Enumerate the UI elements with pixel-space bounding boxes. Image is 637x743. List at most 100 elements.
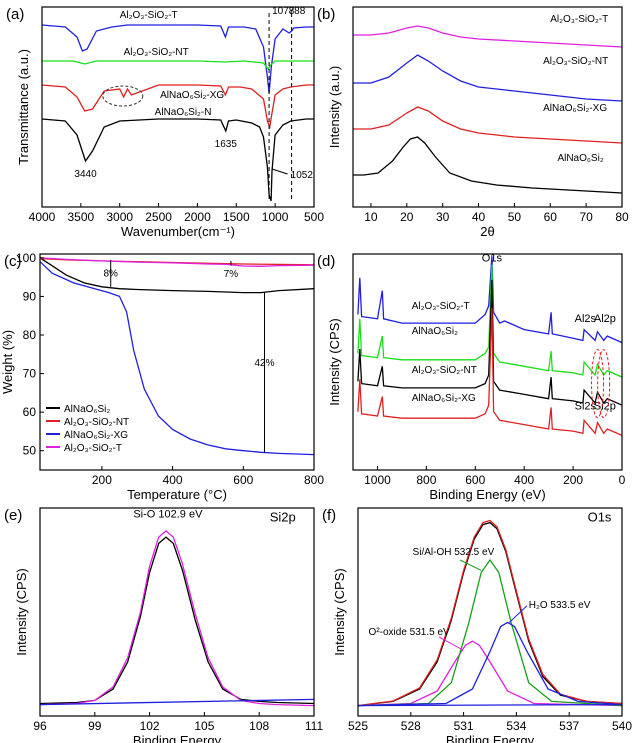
panel-label-b: (b) (317, 6, 335, 23)
x-tick-label-a-3: 2500 (145, 210, 172, 224)
legend-label-c-2: AlNaO₆Si₂-XG (64, 430, 128, 441)
plot-frame-c (39, 253, 315, 471)
annotation-f-2: O²-oxide 531.5 eV (369, 627, 450, 638)
legend-label-b-0: Al₂O₃-SiO₂-T (550, 14, 608, 25)
series-f-1 (357, 519, 623, 707)
panel-label-d: (d) (317, 253, 335, 270)
y-axis-label-b: Intensity (a.u.) (327, 66, 342, 148)
x-tick-label-f-3: 534 (506, 719, 526, 733)
y-axis-label-f: Intensity (CPS) (332, 568, 347, 655)
panel-label-e: (e) (4, 507, 22, 524)
series-b-3 (353, 136, 623, 194)
annotation-f-0: Si/Al-OH 532.5 eV (413, 547, 495, 558)
plot-frame-b (352, 6, 623, 208)
x-tick-label-e-1: 99 (88, 719, 102, 733)
y-tick-label-c-0: 50 (23, 444, 37, 458)
x-tick-label-d-5: 0 (619, 473, 626, 487)
series-e-1 (39, 530, 315, 707)
series-b-2 (353, 106, 623, 144)
x-tick-label-d-3: 400 (514, 473, 534, 487)
legend-label-c-0: AlNaO₆Si₂ (64, 404, 110, 415)
annotation-a-0: 3440 (74, 169, 97, 180)
x-tick-label-e-0: 96 (33, 719, 47, 733)
series-f-2 (357, 640, 623, 707)
legend-label-d-2: Al₂O₃-SiO₂-NT (412, 365, 477, 376)
annotation-d-3: Si2s (575, 401, 597, 413)
series-f-5 (357, 703, 623, 707)
x-tick-label-e-3: 105 (194, 719, 214, 733)
series-d-0 (357, 256, 623, 344)
panel-label-a: (a) (6, 6, 24, 23)
x-tick-label-b-5: 60 (544, 210, 558, 224)
x-tick-label-a-7: 500 (304, 210, 324, 224)
legend-label-a-2: AlNaO₆Si₂-XG (160, 90, 224, 101)
annotation-c-0: 8% (103, 268, 118, 279)
annotation-a-1: 1635 (215, 139, 238, 150)
series-c-0 (39, 257, 315, 294)
series-d-3 (357, 307, 623, 436)
series-c-3 (39, 257, 315, 267)
legend-label-d-0: Al₂O₃-SiO₂-T (412, 301, 470, 312)
legend-label-d-1: AlNaO₆Si₂ (412, 326, 458, 337)
x-tick-label-a-5: 1500 (223, 210, 250, 224)
x-tick-label-b-3: 40 (472, 210, 486, 224)
legend-label-a-1: Al₂O₃-SiO₂-NT (124, 47, 189, 58)
al2p-marker (597, 349, 611, 419)
x-tick-label-b-0: 10 (364, 210, 378, 224)
x-tick-label-b-6: 70 (579, 210, 593, 224)
legend-label-b-2: AlNaO₆Si₂-XG (543, 103, 607, 114)
x-axis-label-b: 2θ (480, 224, 494, 239)
legend-label-b-1: Al₂O₃-SiO₂-NT (543, 56, 608, 67)
y-tick-label-c-3: 80 (23, 328, 37, 342)
series-a-1 (42, 60, 314, 71)
y-tick-label-c-2: 70 (23, 367, 37, 381)
legend-label-c-3: Al₂O₃-SiO₂-T (64, 443, 122, 454)
panel-b: 10 20 30 40 50 60 70 80 2θ Intensity (a.u.) (b) Al₂… (317, 6, 629, 239)
y-tick-label-c-5: 100 (16, 251, 36, 265)
annotation-f-arrow-2 (438, 636, 463, 650)
annotation-c-1: 7% (224, 269, 239, 280)
annotation-d-2: Al2p (594, 313, 616, 325)
x-tick-label-a-4: 2000 (184, 210, 211, 224)
annotation-f-1: H₂O 533.5 eV (529, 600, 591, 611)
legend-label-a-3: AlNaO₆Si₂-N (155, 107, 212, 118)
panel-a: 4000 3500 3000 2500 2000 1500 1000 500 Wavenumbe… (6, 6, 324, 239)
legend-label-a-0: Al₂O₃-SiO₂-T (120, 10, 178, 21)
series-f-4 (357, 621, 623, 707)
series-c-2 (39, 261, 315, 456)
series-f-0 (357, 521, 623, 707)
si2p-marker (591, 349, 605, 419)
x-tick-label-b-2: 30 (436, 210, 450, 224)
x-tick-label-a-2: 3000 (106, 210, 133, 224)
panel-label-f: (f) (322, 507, 336, 524)
annotation-d-1: Al2s (575, 313, 597, 325)
x-tick-label-a-6: 1000 (262, 210, 289, 224)
legend-label-c-1: Al₂O₃-SiO₂-NT (64, 417, 129, 428)
x-tick-label-b-4: 50 (508, 210, 522, 224)
annotation-f-arrow-1 (509, 605, 528, 623)
x-tick-label-b-7: 80 (615, 210, 629, 224)
series-a-2 (41, 84, 314, 130)
x-tick-label-a-0: 4000 (29, 210, 56, 224)
annotation-e-1: Si2p (270, 510, 296, 525)
annotation-d-0: O1s (482, 253, 503, 265)
x-tick-label-f-0: 525 (348, 719, 368, 733)
x-tick-label-d-2: 600 (465, 473, 485, 487)
x-tick-label-d-0: 1000 (364, 473, 391, 487)
legend-label-b-3: AlNaO₆Si₂ (557, 153, 603, 164)
x-axis-label-a: Wavenumber(cm⁻¹) (121, 224, 235, 239)
y-tick-label-c-4: 90 (23, 289, 37, 303)
panel-c: 200 400 600 800 50 60 70 80 90 100 Temperature (°C… (0, 251, 324, 502)
annotation-f-3: O1s (588, 510, 612, 525)
panel-label-c: (c) (4, 253, 22, 270)
panel-d: 1000 800 600 400 200 0 Binding Energy (eV) Inte… (317, 253, 626, 502)
x-tick-label-e-5: 111 (305, 719, 324, 733)
annotation-a-2: 1078 (272, 6, 295, 17)
plot-frame-f (357, 507, 623, 717)
series-a-3 (41, 118, 314, 202)
x-tick-label-e-2: 102 (140, 719, 160, 733)
x-tick-label-c-0: 200 (92, 473, 112, 487)
series-a-0 (41, 24, 314, 94)
annotation-e-0: Si-O 102.9 eV (133, 508, 203, 520)
x-axis-label-f: Binding Energy (446, 733, 535, 743)
